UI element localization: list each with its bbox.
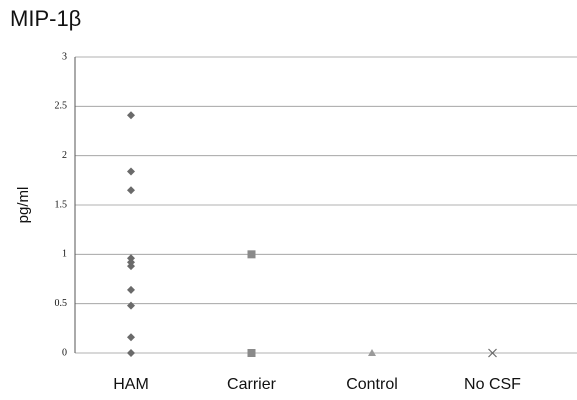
y-axis-label: pg/ml xyxy=(15,187,32,224)
y-tick-label: 2 xyxy=(62,150,67,161)
point xyxy=(127,111,135,120)
x-tick-label: HAM xyxy=(113,376,149,393)
point xyxy=(127,262,135,271)
point xyxy=(127,301,135,310)
x-tick-label: Carrier xyxy=(227,376,277,393)
point xyxy=(127,333,135,342)
y-tick-label: 0 xyxy=(62,347,67,358)
point xyxy=(488,348,497,358)
point xyxy=(247,349,256,357)
point xyxy=(127,186,135,195)
point xyxy=(127,349,135,357)
point xyxy=(127,285,135,294)
chart-title: MIP-1β xyxy=(10,6,81,31)
y-tick-label: 0.5 xyxy=(55,298,68,309)
x-tick-label: No CSF xyxy=(464,376,521,393)
y-tick-label: 2.5 xyxy=(55,101,68,112)
y-tick-label: 3 xyxy=(62,51,67,62)
y-tick-label: 1 xyxy=(62,249,67,260)
x-tick-label: Control xyxy=(346,376,398,393)
point xyxy=(368,349,376,356)
point xyxy=(247,250,256,259)
y-tick-label: 1.5 xyxy=(55,199,68,210)
point xyxy=(127,167,135,176)
